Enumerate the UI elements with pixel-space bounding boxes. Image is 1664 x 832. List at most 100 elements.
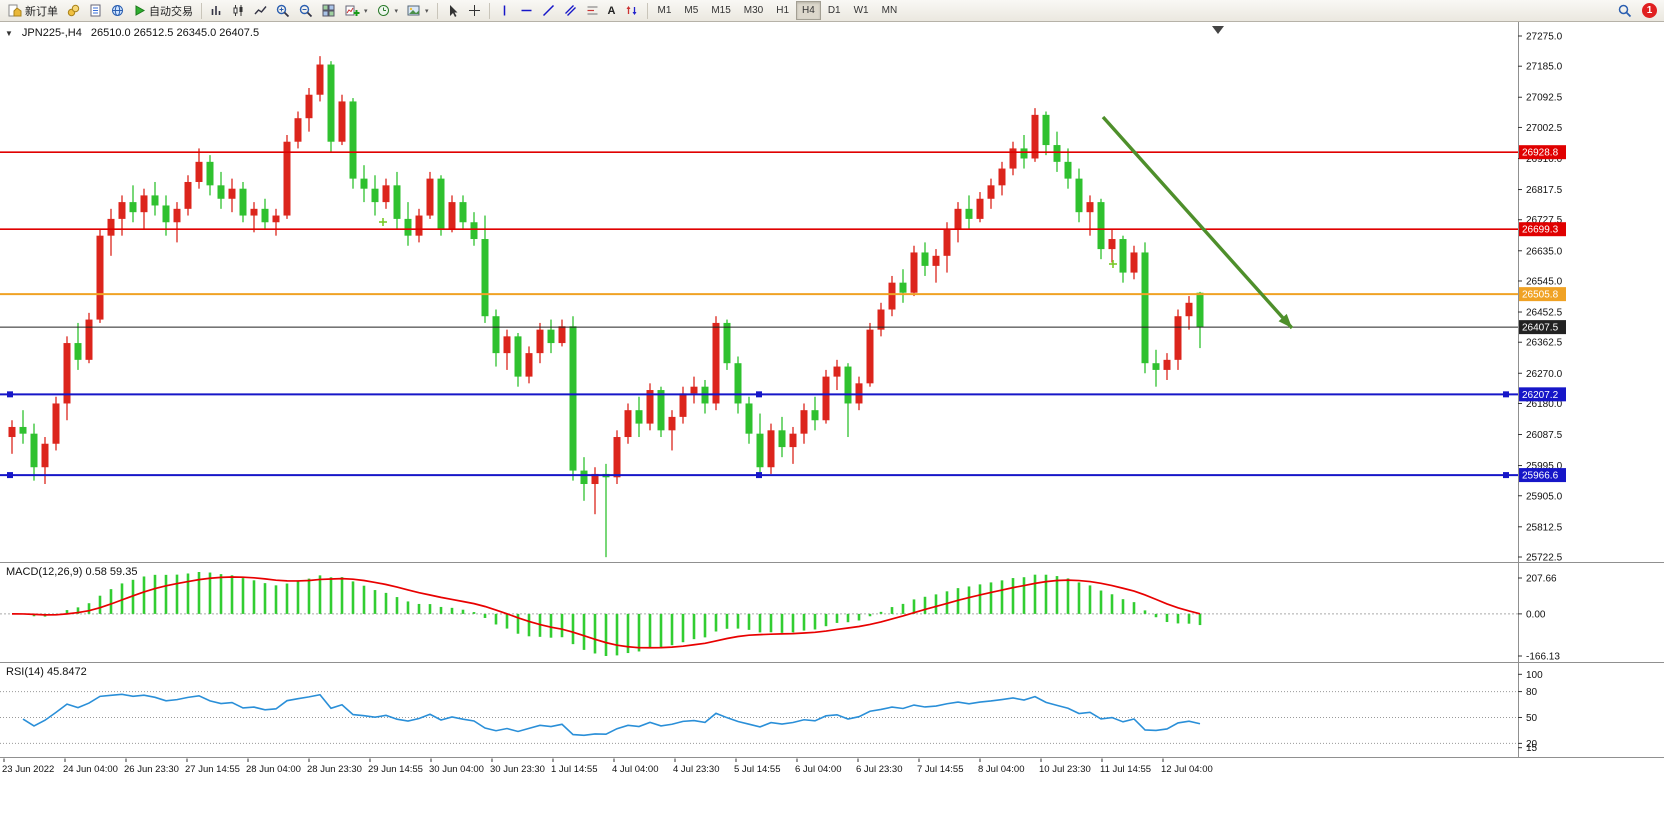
- candlestick-mode-button[interactable]: [228, 1, 249, 20]
- price-axis[interactable]: 27275.0 27185.0 27092.5 27002.5 26910.0 26817…: [1518, 32, 1563, 564]
- market-watch-button[interactable]: [63, 1, 84, 20]
- svg-text:25722.5: 25722.5: [1526, 553, 1563, 564]
- bar-chart-mode-button[interactable]: [206, 1, 227, 20]
- new-chart-button[interactable]: ▾: [341, 1, 372, 20]
- toolbar-separator: [436, 2, 438, 19]
- horizontal-line-tool-button[interactable]: [516, 1, 537, 20]
- cursor-button[interactable]: [442, 1, 463, 20]
- timeframe-m5-button[interactable]: M5: [678, 1, 704, 20]
- svg-text:27 Jun 14:55: 27 Jun 14:55: [185, 764, 240, 775]
- search-icon: [1618, 4, 1632, 17]
- trendline-tool-button[interactable]: [538, 1, 559, 20]
- document-icon: [90, 4, 101, 17]
- chart-ohlc-values: 26510.0 26512.5 26345.0 26407.5: [90, 27, 260, 39]
- tile-windows-icon: [322, 4, 335, 16]
- zoom-out-button[interactable]: [295, 1, 317, 20]
- svg-text:27092.5: 27092.5: [1526, 93, 1563, 104]
- time-axis[interactable]: 23 Jun 2022 24 Jun 04:00 26 Jun 23:30 27 Ju…: [2, 758, 1213, 776]
- svg-text:26727.5: 26727.5: [1526, 215, 1563, 226]
- chart-shift-marker: [1212, 26, 1224, 34]
- text-tool-button[interactable]: A: [604, 1, 620, 20]
- svg-text:24 Jun 04:00: 24 Jun 04:00: [63, 764, 118, 775]
- collapse-chart-icon[interactable]: ▼: [5, 28, 13, 38]
- periods-button[interactable]: ▾: [373, 1, 403, 20]
- gold-coins-icon: [67, 4, 80, 17]
- svg-text:26207.2: 26207.2: [1522, 390, 1559, 401]
- hline-26699-3[interactable]: 26699.3: [0, 222, 1566, 237]
- chevron-down-icon: ▾: [364, 7, 368, 15]
- line-chart-mode-button[interactable]: [250, 1, 271, 20]
- fibonacci-tool-button[interactable]: [582, 1, 603, 20]
- svg-text:28 Jun 23:30: 28 Jun 23:30: [307, 764, 362, 775]
- svg-text:26910.0: 26910.0: [1526, 154, 1563, 165]
- trend-arrow[interactable]: [1101, 115, 1294, 330]
- new-order-button[interactable]: 新订单: [4, 1, 62, 20]
- svg-text:26699.3: 26699.3: [1522, 225, 1559, 236]
- timeframe-h4-button[interactable]: H4: [796, 1, 821, 20]
- bar-chart-icon: [211, 6, 221, 15]
- svg-text:26452.5: 26452.5: [1526, 308, 1563, 319]
- line-chart-icon: [254, 6, 267, 15]
- autotrading-button[interactable]: 自动交易: [129, 1, 197, 20]
- toolbar-separator: [646, 2, 648, 19]
- svg-text:26407.5: 26407.5: [1522, 323, 1559, 334]
- svg-text:80: 80: [1526, 687, 1538, 698]
- hline-25966-6[interactable]: 25966.6: [0, 468, 1566, 483]
- chevron-down-icon: ▾: [394, 7, 399, 15]
- svg-text:27275.0: 27275.0: [1526, 32, 1563, 43]
- timeframe-m1-button[interactable]: M1: [652, 1, 678, 20]
- svg-text:20: 20: [1526, 739, 1538, 750]
- notification-badge[interactable]: 1: [1642, 3, 1657, 18]
- panel-borders: [0, 22, 1664, 758]
- toolbar-separator: [201, 2, 202, 19]
- chart-header: ▼ JPN225-,H4 26510.0 26512.5 26345.0 264…: [5, 27, 259, 39]
- hline-26207-2[interactable]: 26207.2: [0, 387, 1566, 402]
- hline-26505-8[interactable]: 26505.8: [0, 287, 1566, 302]
- main-toolbar: 新订单 自动交易: [0, 0, 1664, 22]
- timeframe-m30-button[interactable]: M30: [738, 1, 769, 20]
- timeframe-h1-button[interactable]: H1: [770, 1, 795, 20]
- timeframe-group: M1 M5 M15 M30 H1 H4 D1 W1 MN: [652, 1, 904, 20]
- svg-text:-166.13: -166.13: [1526, 652, 1560, 663]
- svg-text:26505.8: 26505.8: [1522, 290, 1559, 301]
- web-terminal-button[interactable]: [107, 1, 128, 20]
- chart-symbol-label: JPN225-,H4: [21, 27, 82, 39]
- toolbar-separator: [488, 2, 490, 19]
- autotrading-label: 自动交易: [149, 5, 193, 18]
- svg-text:26928.8: 26928.8: [1522, 148, 1559, 159]
- svg-text:23 Jun 2022: 23 Jun 2022: [2, 764, 54, 775]
- svg-text:4 Jul 04:00: 4 Jul 04:00: [612, 764, 658, 775]
- autotrading-play-icon: [135, 5, 146, 16]
- svg-text:25995.0: 25995.0: [1526, 461, 1563, 472]
- svg-text:26635.0: 26635.0: [1526, 246, 1563, 257]
- timeframe-d1-button[interactable]: D1: [822, 1, 847, 20]
- svg-text:10 Jul 23:30: 10 Jul 23:30: [1039, 764, 1091, 775]
- hline-26407-5[interactable]: 26407.5: [0, 320, 1566, 335]
- timeframe-m15-button[interactable]: M15: [705, 1, 736, 20]
- order-markers: [379, 218, 1117, 268]
- clock-icon: [377, 4, 389, 16]
- arrows-tool-button[interactable]: [621, 1, 643, 20]
- timeframe-mn-button[interactable]: MN: [876, 1, 904, 20]
- svg-text:15: 15: [1526, 743, 1538, 754]
- hline-26928-8[interactable]: 26928.8: [0, 145, 1566, 160]
- data-window-button[interactable]: [85, 1, 106, 20]
- svg-text:26180.0: 26180.0: [1526, 399, 1563, 410]
- svg-text:27002.5: 27002.5: [1526, 123, 1563, 134]
- zoom-in-icon: [276, 4, 290, 17]
- arrows-icon: [626, 6, 636, 15]
- channel-tool-button[interactable]: [560, 1, 581, 20]
- vertical-line-tool-button[interactable]: [494, 1, 515, 20]
- svg-text:6 Jul 04:00: 6 Jul 04:00: [795, 764, 841, 775]
- timeframe-w1-button[interactable]: W1: [848, 1, 875, 20]
- tile-windows-button[interactable]: [318, 1, 340, 20]
- crosshair-button[interactable]: [464, 1, 485, 20]
- search-button[interactable]: [1614, 1, 1636, 20]
- crosshair-icon: [468, 5, 480, 16]
- zoom-in-button[interactable]: [272, 1, 294, 20]
- svg-text:26270.0: 26270.0: [1526, 369, 1563, 380]
- svg-text:50: 50: [1526, 713, 1538, 724]
- templates-button[interactable]: ▾: [403, 1, 433, 20]
